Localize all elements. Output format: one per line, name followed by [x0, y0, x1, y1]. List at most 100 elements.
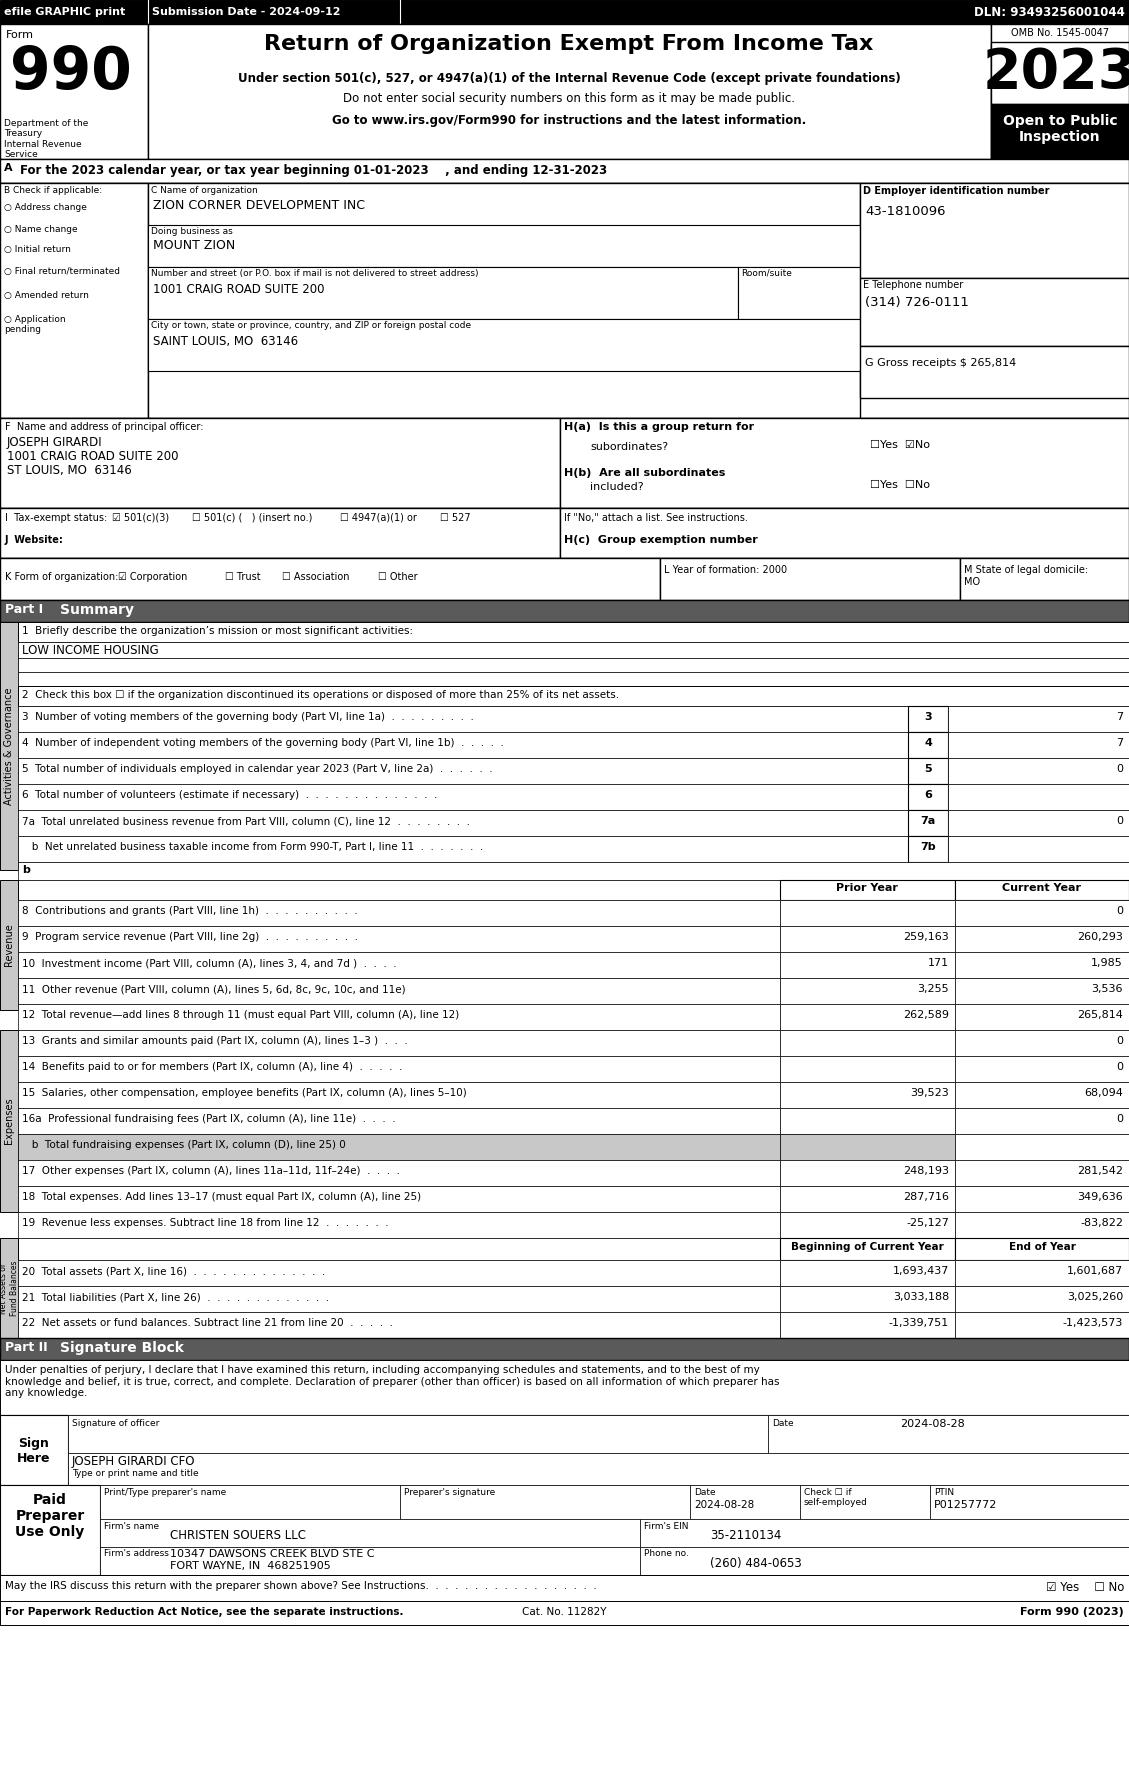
- Bar: [0, 419, 1129, 509]
- Bar: [0, 0, 1129, 25]
- Bar: [100, 1519, 640, 1547]
- Bar: [948, 731, 1129, 758]
- Bar: [738, 267, 860, 320]
- Text: 5  Total number of individuals employed in calendar year 2023 (Part V, line 2a) : 5 Total number of individuals employed i…: [21, 765, 492, 774]
- Bar: [18, 811, 908, 835]
- Bar: [18, 1286, 780, 1312]
- Text: 16a  Professional fundraising fees (Part IX, column (A), line 11e)  .  .  .  .: 16a Professional fundraising fees (Part …: [21, 1114, 395, 1123]
- Text: 6  Total number of volunteers (estimate if necessary)  .  .  .  .  .  .  .  .  .: 6 Total number of volunteers (estimate i…: [21, 789, 437, 800]
- Text: subordinates?: subordinates?: [590, 442, 668, 452]
- Bar: [640, 1519, 1129, 1547]
- Bar: [148, 184, 860, 419]
- Bar: [0, 1415, 68, 1485]
- Text: b  Net unrelated business taxable income from Form 990-T, Part I, line 11  .  . : b Net unrelated business taxable income …: [21, 842, 483, 851]
- Bar: [18, 879, 780, 901]
- Text: ☑ 501(c)(3): ☑ 501(c)(3): [112, 512, 169, 523]
- Bar: [955, 1238, 1129, 1259]
- Bar: [780, 1259, 955, 1286]
- Bar: [955, 1107, 1129, 1134]
- Bar: [18, 1312, 780, 1339]
- Bar: [18, 1211, 780, 1238]
- Text: 2024-08-28: 2024-08-28: [694, 1499, 754, 1510]
- Bar: [0, 509, 560, 558]
- Bar: [780, 1030, 955, 1056]
- Text: 35-2110134: 35-2110134: [710, 1529, 781, 1542]
- Text: A: A: [5, 162, 12, 173]
- Text: ○ Final return/terminated: ○ Final return/terminated: [5, 267, 120, 275]
- Text: Sign
Here: Sign Here: [17, 1438, 51, 1466]
- Text: ☐Yes  ☑No: ☐Yes ☑No: [870, 440, 930, 450]
- Bar: [18, 1187, 780, 1211]
- Bar: [780, 952, 955, 978]
- Bar: [690, 1485, 800, 1519]
- Text: ☐ Association: ☐ Association: [282, 572, 350, 583]
- Bar: [18, 1030, 780, 1056]
- Text: JOSEPH GIRARDI: JOSEPH GIRARDI: [7, 436, 103, 449]
- Text: -25,127: -25,127: [907, 1219, 949, 1227]
- Text: 287,716: 287,716: [903, 1192, 949, 1203]
- Text: Activities & Governance: Activities & Governance: [5, 687, 14, 805]
- Bar: [18, 901, 780, 925]
- Bar: [560, 509, 1129, 558]
- Bar: [0, 419, 560, 509]
- Bar: [18, 758, 908, 784]
- Text: ○ Address change: ○ Address change: [5, 203, 87, 212]
- Bar: [0, 25, 1129, 159]
- Text: 349,636: 349,636: [1077, 1192, 1123, 1203]
- Text: DLN: 93493256001044: DLN: 93493256001044: [974, 5, 1124, 18]
- Bar: [18, 1160, 780, 1187]
- Bar: [991, 42, 1129, 104]
- Text: May the IRS discuss this return with the preparer shown above? See Instructions.: May the IRS discuss this return with the…: [5, 1581, 597, 1591]
- Bar: [955, 1211, 1129, 1238]
- Text: E Telephone number: E Telephone number: [863, 281, 963, 290]
- Text: 3,033,188: 3,033,188: [893, 1293, 949, 1302]
- Text: Submission Date - 2024-09-12: Submission Date - 2024-09-12: [152, 7, 341, 18]
- Bar: [18, 731, 908, 758]
- Text: 0: 0: [1115, 906, 1123, 917]
- Bar: [18, 1134, 780, 1160]
- Bar: [908, 811, 948, 835]
- Text: Cat. No. 11282Y: Cat. No. 11282Y: [522, 1607, 606, 1618]
- Text: 9  Program service revenue (Part VIII, line 2g)  .  .  .  .  .  .  .  .  .  .: 9 Program service revenue (Part VIII, li…: [21, 932, 358, 941]
- Bar: [0, 1602, 1129, 1625]
- Bar: [768, 1415, 1129, 1453]
- Text: 5: 5: [925, 765, 931, 774]
- Text: Firm's EIN: Firm's EIN: [644, 1522, 689, 1531]
- Text: 1,985: 1,985: [1092, 957, 1123, 968]
- Text: ST LOUIS, MO  63146: ST LOUIS, MO 63146: [7, 464, 132, 477]
- Bar: [948, 811, 1129, 835]
- Text: b  Total fundraising expenses (Part IX, column (D), line 25) 0: b Total fundraising expenses (Part IX, c…: [21, 1141, 345, 1150]
- Bar: [0, 509, 1129, 558]
- Bar: [640, 1547, 1129, 1575]
- Text: -1,339,751: -1,339,751: [889, 1317, 949, 1328]
- Text: J  Website:: J Website:: [5, 535, 64, 546]
- Text: Type or print name and title: Type or print name and title: [72, 1469, 199, 1478]
- Bar: [991, 104, 1129, 159]
- Bar: [0, 184, 1129, 419]
- Bar: [908, 706, 948, 731]
- Text: (314) 726-0111: (314) 726-0111: [865, 297, 969, 309]
- Bar: [860, 346, 1129, 397]
- Bar: [0, 1030, 18, 1211]
- Bar: [955, 1005, 1129, 1030]
- Bar: [908, 758, 948, 784]
- Bar: [955, 978, 1129, 1005]
- Text: 7b: 7b: [920, 842, 936, 851]
- Bar: [780, 1238, 955, 1259]
- Text: K Form of organization:: K Form of organization:: [5, 572, 119, 583]
- Bar: [780, 1107, 955, 1134]
- Text: M State of legal domicile:
MO: M State of legal domicile: MO: [964, 565, 1088, 586]
- Bar: [18, 622, 1129, 643]
- Bar: [780, 1187, 955, 1211]
- Text: efile GRAPHIC print: efile GRAPHIC print: [5, 7, 125, 18]
- Text: B Check if applicable:: B Check if applicable:: [5, 185, 102, 194]
- Text: ☐ Trust: ☐ Trust: [225, 572, 261, 583]
- Text: 2023: 2023: [983, 46, 1129, 101]
- Text: -1,423,573: -1,423,573: [1062, 1317, 1123, 1328]
- Text: 3: 3: [925, 712, 931, 722]
- Text: 4: 4: [924, 738, 931, 749]
- Text: 2024-08-28: 2024-08-28: [900, 1420, 965, 1429]
- Bar: [780, 1005, 955, 1030]
- Text: SAINT LOUIS, MO  63146: SAINT LOUIS, MO 63146: [154, 336, 298, 348]
- Bar: [148, 320, 860, 371]
